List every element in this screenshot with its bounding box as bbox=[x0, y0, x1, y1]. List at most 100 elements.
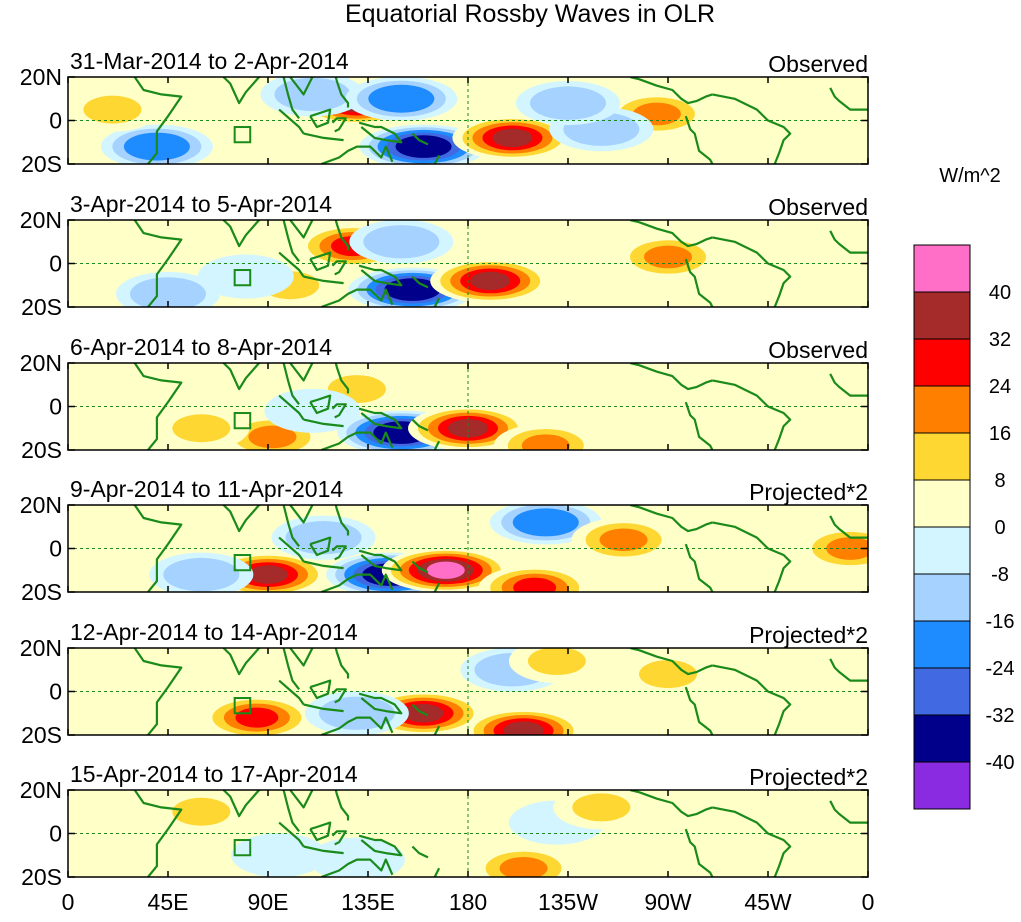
anomaly-blob bbox=[345, 77, 458, 121]
coastline bbox=[278, 251, 305, 278]
coastline bbox=[829, 87, 868, 111]
coastline bbox=[684, 543, 714, 592]
coastline bbox=[629, 505, 713, 533]
coastline bbox=[320, 288, 394, 307]
panel: 20N 0 20S 6-Apr-2014 to 8-Apr-2014 Observed bbox=[20, 334, 869, 463]
anomaly-contour bbox=[544, 91, 592, 115]
coastline bbox=[358, 834, 403, 857]
anomaly-blob bbox=[478, 565, 591, 592]
coastline bbox=[222, 790, 263, 818]
anomaly-contour bbox=[527, 648, 586, 676]
anomaly-blob bbox=[381, 548, 510, 592]
anomaly-blob bbox=[493, 423, 598, 450]
anomaly-contour bbox=[248, 425, 297, 449]
panel-status: Observed bbox=[768, 194, 868, 220]
x-tick-label: 0 bbox=[862, 889, 875, 915]
coastline bbox=[320, 431, 394, 450]
colorbar-swatch bbox=[913, 244, 971, 293]
coastline bbox=[829, 800, 868, 824]
colorbar-swatch bbox=[913, 338, 971, 387]
y-tick-label: 0 bbox=[49, 536, 62, 562]
colorbar-swatch bbox=[913, 479, 971, 528]
coastline bbox=[133, 363, 183, 450]
coastlines bbox=[133, 790, 868, 877]
anomaly-blob bbox=[200, 695, 313, 735]
panel-date-range: 6-Apr-2014 to 8-Apr-2014 bbox=[70, 334, 332, 360]
coastlines bbox=[133, 648, 868, 735]
coastline bbox=[289, 363, 314, 382]
y-tick-label: 0 bbox=[49, 108, 62, 134]
coastline bbox=[629, 648, 713, 676]
coastline bbox=[289, 77, 314, 96]
coastline bbox=[334, 220, 350, 251]
coastline bbox=[629, 77, 713, 105]
coastline bbox=[282, 77, 300, 119]
panel-date-range: 3-Apr-2014 to 5-Apr-2014 bbox=[70, 191, 332, 217]
coastline bbox=[331, 260, 347, 276]
panel: 20N 0 20S 31-Mar-2014 to 2-Apr-2014 Observed bbox=[20, 48, 869, 177]
panel: 20N 0 20S 12-Apr-2014 to 14-Apr-2014 Project… bbox=[20, 619, 869, 748]
colorbar-label: 16 bbox=[989, 423, 1011, 445]
anomaly-blob bbox=[463, 708, 584, 735]
panel-status: Projected*2 bbox=[749, 479, 868, 505]
anomaly-blob bbox=[508, 648, 605, 684]
coastline bbox=[309, 251, 332, 272]
coastline bbox=[629, 220, 713, 248]
coastline bbox=[411, 703, 429, 717]
anomaly-blob bbox=[68, 87, 161, 132]
anomaly-blob bbox=[197, 254, 294, 299]
coastline bbox=[334, 790, 350, 821]
colorbar-label: 0 bbox=[994, 517, 1005, 539]
x-tick-label: 135W bbox=[538, 889, 598, 915]
colorbar-swatch bbox=[913, 714, 971, 763]
reference-box bbox=[233, 269, 252, 287]
coastline bbox=[309, 108, 332, 129]
panel-status: Projected*2 bbox=[749, 764, 868, 790]
coastline bbox=[282, 505, 300, 547]
coastline bbox=[331, 688, 347, 704]
coastline bbox=[829, 658, 868, 682]
coastlines bbox=[133, 505, 868, 592]
anomaly-field bbox=[149, 505, 868, 592]
reference-box bbox=[233, 126, 252, 144]
colorbar-swatch bbox=[913, 573, 971, 622]
coastline bbox=[309, 821, 332, 842]
coastline bbox=[411, 275, 429, 289]
coastline bbox=[433, 154, 441, 164]
coastline bbox=[433, 297, 441, 307]
anomaly-contour bbox=[172, 414, 231, 443]
coastline bbox=[309, 394, 332, 415]
anomaly-contour bbox=[470, 271, 511, 291]
coastline bbox=[334, 363, 350, 394]
anomaly-contour bbox=[404, 137, 443, 156]
coastline bbox=[289, 648, 314, 667]
coastline bbox=[289, 790, 314, 809]
colorbar-label: 40 bbox=[989, 282, 1011, 304]
coastline bbox=[222, 648, 263, 676]
anomaly-contour bbox=[332, 701, 381, 725]
coastline bbox=[278, 394, 305, 421]
coastline bbox=[278, 821, 305, 848]
y-tick-label: 20N bbox=[20, 777, 62, 803]
coastline bbox=[320, 145, 394, 164]
x-axis: 0 45E 90E 135E 180 135W 90W 45W 0 bbox=[62, 889, 875, 915]
coastline bbox=[411, 560, 429, 574]
coastline bbox=[712, 236, 792, 307]
anomaly-contour bbox=[492, 128, 533, 148]
y-tick-label: 20S bbox=[21, 722, 62, 748]
anomaly-blob bbox=[553, 790, 650, 830]
reference-box bbox=[233, 839, 252, 857]
x-tick-label: 45E bbox=[148, 889, 189, 915]
anomaly-blob bbox=[153, 790, 250, 834]
anomaly-contour bbox=[216, 262, 275, 291]
coastline bbox=[222, 363, 263, 391]
anomaly-blob bbox=[616, 234, 720, 279]
anomaly-contour bbox=[83, 95, 142, 124]
coastline bbox=[629, 790, 713, 818]
anomaly-blob bbox=[620, 652, 716, 697]
panel: 20N 0 20S 15-Apr-2014 to 17-Apr-2014 Project… bbox=[20, 761, 869, 890]
anomaly-blob bbox=[571, 517, 676, 562]
anomaly-contour bbox=[521, 434, 570, 450]
coastline bbox=[829, 515, 868, 539]
reference-box bbox=[233, 554, 252, 572]
